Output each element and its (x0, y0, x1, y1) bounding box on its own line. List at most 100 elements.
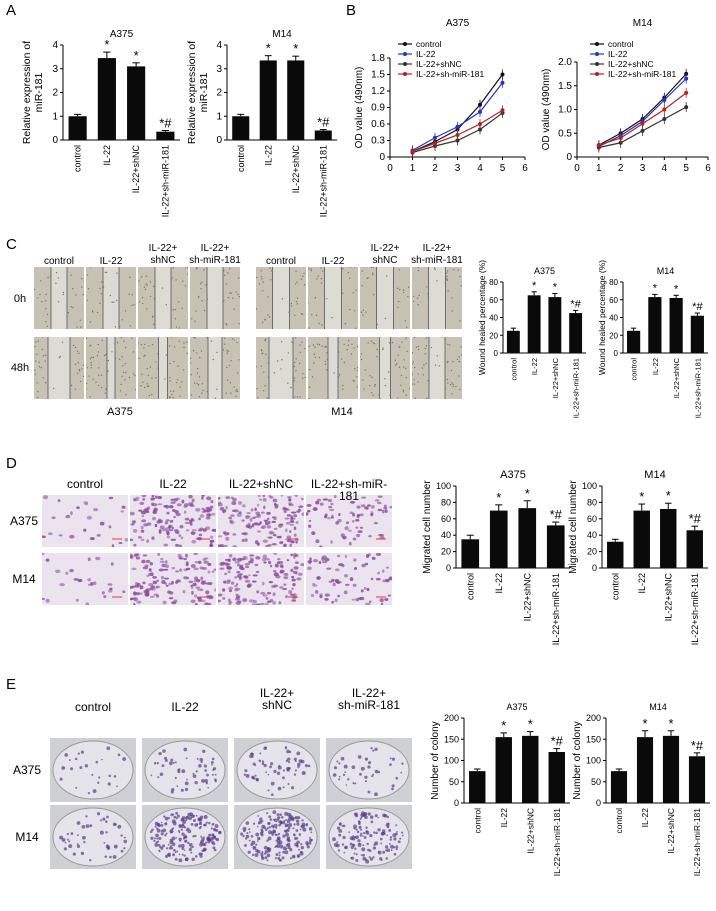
data-point (640, 128, 645, 133)
category-label: control (630, 358, 639, 381)
y-tick-label: 20 (587, 547, 597, 557)
y-tick-label: 0 (52, 135, 58, 146)
panel-letter-b: B (346, 2, 357, 19)
category-label: IL-22+shNC (551, 357, 560, 398)
data-point (455, 124, 460, 129)
data-point (478, 102, 482, 107)
significance-mark: * (666, 488, 671, 503)
y-axis-label: Number of colony (572, 721, 583, 799)
significance-mark: *# (691, 738, 704, 753)
category-label: IL-22+sh-miR-181 (552, 808, 562, 877)
category-label: control (610, 573, 620, 600)
y-tick-label: 1.8 (371, 53, 385, 64)
transwell-image (130, 553, 216, 605)
data-point (640, 121, 645, 126)
y-tick-label: 2 (52, 88, 58, 99)
bar (97, 58, 116, 140)
significance-mark: * (525, 486, 530, 501)
transwell-image (42, 495, 128, 547)
bar (506, 330, 520, 353)
chart-title: A375 (110, 29, 134, 40)
chart-title: A375 (534, 266, 555, 276)
bar (68, 116, 87, 140)
y-tick-label: 1.0 (558, 105, 572, 116)
scratch-image (190, 267, 240, 329)
scratch-image (138, 267, 188, 329)
scratch-image (86, 267, 136, 329)
legend-label: IL-22+shNC (608, 59, 654, 69)
colony-plate (326, 805, 412, 869)
category-label: IL-22+shNC (522, 573, 532, 622)
y-tick-label: 40 (587, 530, 597, 540)
x-tick-label: 6 (705, 163, 711, 174)
data-point (684, 105, 689, 110)
data-point (662, 107, 667, 112)
category-label: IL-22 (637, 573, 647, 594)
bar (546, 525, 565, 568)
row-label: M14 (15, 830, 39, 844)
column-label: IL-22+shNC (259, 686, 295, 712)
y-tick-label: 80 (587, 497, 597, 507)
legend-label: IL-22 (416, 49, 436, 59)
y-tick-label: 100 (586, 756, 601, 766)
y-tick-label: 0 (614, 349, 619, 358)
y-axis-label: Migrated cell number (568, 480, 579, 574)
x-tick-label: 5 (683, 163, 689, 174)
significance-mark: *# (692, 301, 703, 313)
category-label: control (472, 808, 482, 834)
category-label: IL-22 (651, 358, 660, 375)
y-axis-label: OD value (490nm) (354, 67, 365, 149)
y-tick-label: 3 (216, 64, 222, 75)
category-label: IL-22+sh-miR-181 (572, 358, 581, 418)
significance-mark: *# (317, 115, 330, 130)
transwell-image (218, 495, 304, 547)
x-tick-label: 1 (596, 163, 602, 174)
colony-plate (234, 805, 320, 869)
scratch-image (360, 267, 410, 329)
scratch-image (256, 267, 306, 329)
x-tick-label: 0 (574, 163, 580, 174)
y-tick-label: 200 (586, 713, 601, 723)
y-tick-label: 0 (379, 152, 385, 163)
column-label: IL-22+sh-miR-181 (337, 686, 400, 712)
chart-title: M14 (657, 266, 675, 276)
bar (232, 116, 250, 140)
y-axis-label: OD value (490nm) (541, 69, 552, 151)
data-point (684, 90, 689, 95)
data-point (500, 72, 505, 77)
column-label: control (74, 700, 112, 714)
panel-letter-e: E (6, 676, 17, 693)
data-point (433, 135, 437, 140)
transwell-image (42, 553, 128, 605)
significance-mark: * (642, 716, 647, 731)
y-axis-label: Relative expression ofmiR-181 (186, 41, 210, 144)
significance-mark: * (639, 489, 644, 504)
chart-title: A375 (506, 702, 527, 712)
column-label: IL-22 (159, 477, 187, 491)
legend-label: IL-22+sh-miR-181 (416, 69, 485, 79)
legend-marker (403, 72, 407, 76)
bar (156, 131, 175, 140)
significance-mark: *# (689, 511, 702, 526)
y-tick-label: 4 (52, 40, 58, 51)
y-tick-label: 1.5 (558, 81, 572, 92)
bar (548, 752, 565, 803)
data-point (618, 136, 623, 140)
significance-mark: * (104, 37, 109, 52)
colony-plate (142, 805, 228, 869)
y-tick-label: 0.6 (371, 119, 385, 130)
data-point (478, 122, 482, 126)
x-tick-label: 6 (522, 163, 528, 174)
bar (314, 130, 332, 140)
significance-mark: * (532, 280, 537, 292)
y-tick-label: 200 (444, 713, 459, 723)
y-tick-label: 50 (591, 777, 601, 787)
data-point (500, 80, 505, 85)
category-label: IL-22+sh-miR-181 (690, 573, 700, 645)
colony-plate (326, 738, 412, 802)
legend-marker (403, 42, 407, 46)
bar (660, 508, 677, 568)
column-label: control (66, 477, 104, 491)
chart-title: A375 (500, 469, 526, 481)
